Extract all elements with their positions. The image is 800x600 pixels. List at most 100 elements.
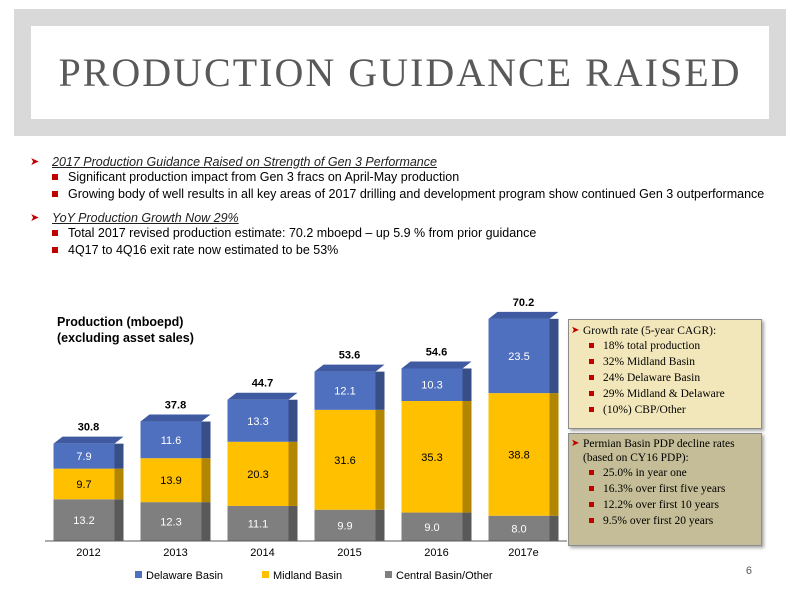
legend-swatch xyxy=(262,571,269,578)
callout-item: 9.5% over first 20 years xyxy=(569,513,761,529)
bar-delaware-basin xyxy=(401,368,463,402)
x-tick-label: 2016 xyxy=(424,547,448,559)
title-panel: PRODUCTION GUIDANCE RAISED xyxy=(31,26,769,119)
bullet-heading-text: 2017 Production Guidance Raised on Stren… xyxy=(52,155,437,169)
bullet-heading-text: YoY Production Growth Now 29% xyxy=(52,211,239,225)
bar-side xyxy=(549,515,559,541)
total-label: 44.7 xyxy=(252,378,273,390)
square-bullet-icon xyxy=(589,518,594,523)
arrow-bullet-icon: ➤ xyxy=(571,438,580,449)
bar-top xyxy=(227,392,298,400)
total-label: 30.8 xyxy=(78,422,99,434)
bullet-list: ➤ 2017 Production Guidance Raised on Str… xyxy=(30,155,770,259)
data-label: 9.0 xyxy=(424,522,439,534)
data-label: 12.1 xyxy=(334,386,355,398)
bar-central-basin-other xyxy=(488,515,550,541)
bar-central-basin-other xyxy=(401,512,463,541)
x-tick-label: 2017e xyxy=(508,547,539,559)
square-bullet-icon xyxy=(589,407,594,412)
bar-side xyxy=(375,409,385,510)
legend-swatch xyxy=(135,571,142,578)
bar-side xyxy=(462,512,472,541)
total-label: 54.6 xyxy=(426,346,447,358)
sub-bullet-text: Growing body of well results in all key … xyxy=(68,187,765,201)
callout-item-text: 12.2% over first 10 years xyxy=(603,499,719,511)
sub-bullet: Total 2017 revised production estimate: … xyxy=(30,225,770,242)
chart-title: (excluding asset sales) xyxy=(57,331,194,345)
callout-item-text: 25.0% in year one xyxy=(603,467,687,479)
callout-item: 12.2% over first 10 years xyxy=(569,497,761,513)
x-tick-label: 2015 xyxy=(337,547,361,559)
bar-midland-basin xyxy=(401,401,463,513)
bullet-heading: ➤ YoY Production Growth Now 29% xyxy=(30,211,770,225)
callout-heading-text: Permian Basin PDP decline rates (based o… xyxy=(583,438,735,464)
data-label: 9.7 xyxy=(76,479,91,491)
data-label: 13.2 xyxy=(73,515,94,527)
total-label: 70.2 xyxy=(513,297,534,309)
callout-item-text: (10%) CBP/Other xyxy=(603,404,686,416)
legend-label: Midland Basin xyxy=(273,570,342,582)
bar-central-basin-other xyxy=(53,499,115,541)
arrow-bullet-icon: ➤ xyxy=(30,212,40,224)
callout-item-text: 16.3% over first five years xyxy=(603,483,726,495)
bar-midland-basin xyxy=(53,468,115,500)
title-frame: PRODUCTION GUIDANCE RAISED xyxy=(14,9,786,136)
square-bullet-icon xyxy=(589,502,594,507)
chart-title: Production (mboepd) xyxy=(57,315,183,329)
bar-delaware-basin xyxy=(227,399,289,442)
legend-label: Central Basin/Other xyxy=(396,570,493,582)
square-bullet-icon xyxy=(52,230,58,236)
bar-side xyxy=(114,468,124,500)
bar-top xyxy=(53,436,124,444)
sub-bullet-text: Significant production impact from Gen 3… xyxy=(68,170,460,184)
bar-top xyxy=(140,414,211,422)
callout-item-text: 9.5% over first 20 years xyxy=(603,515,714,527)
bar-midland-basin xyxy=(314,409,376,510)
callout-heading: ➤ Growth rate (5-year CAGR): xyxy=(569,324,761,338)
bar-side xyxy=(201,502,211,541)
square-bullet-icon xyxy=(589,375,594,380)
data-label: 10.3 xyxy=(421,380,442,392)
square-bullet-icon xyxy=(589,391,594,396)
data-label: 38.8 xyxy=(508,449,529,461)
data-label: 13.3 xyxy=(247,416,268,428)
total-label: 37.8 xyxy=(165,400,186,412)
square-bullet-icon xyxy=(589,359,594,364)
callout-item: 25.0% in year one xyxy=(569,465,761,481)
x-tick-label: 2014 xyxy=(250,547,274,559)
bar-central-basin-other xyxy=(314,509,376,541)
callout-item-text: 32% Midland Basin xyxy=(603,356,695,368)
callout-item: (10%) CBP/Other xyxy=(569,402,761,418)
arrow-bullet-icon: ➤ xyxy=(30,156,40,168)
data-label: 20.3 xyxy=(247,469,268,481)
data-label: 31.6 xyxy=(334,455,355,467)
bar-side xyxy=(114,499,124,541)
callout-item: 16.3% over first five years xyxy=(569,481,761,497)
sub-bullet: Growing body of well results in all key … xyxy=(30,186,770,203)
bar-delaware-basin xyxy=(488,318,550,394)
data-label: 7.9 xyxy=(76,451,91,463)
data-label: 11.1 xyxy=(248,518,269,530)
bar-midland-basin xyxy=(140,458,202,503)
square-bullet-icon xyxy=(52,174,58,180)
data-label: 13.9 xyxy=(160,475,181,487)
data-label: 35.3 xyxy=(421,452,442,464)
bar-side xyxy=(201,421,211,459)
bar-central-basin-other xyxy=(140,502,202,541)
bar-midland-basin xyxy=(227,441,289,506)
bar-midland-basin xyxy=(488,393,550,516)
bar-side xyxy=(375,509,385,541)
bar-top xyxy=(314,364,385,372)
square-bullet-icon xyxy=(589,470,594,475)
data-label: 8.0 xyxy=(511,523,526,535)
bar-side xyxy=(549,318,559,394)
bar-side xyxy=(288,441,298,506)
data-label: 23.5 xyxy=(508,351,529,363)
bar-side xyxy=(549,393,559,516)
bar-side xyxy=(375,371,385,410)
bar-top xyxy=(488,311,559,319)
x-tick-label: 2013 xyxy=(163,547,187,559)
total-label: 53.6 xyxy=(339,350,360,362)
